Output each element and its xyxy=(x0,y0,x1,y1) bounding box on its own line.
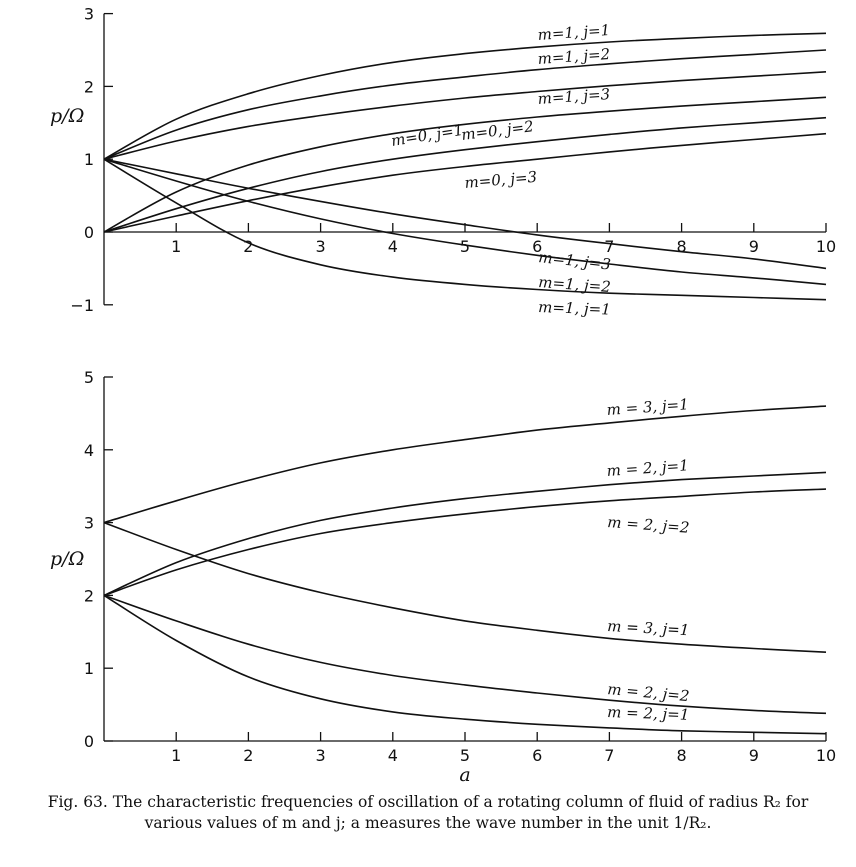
y-tick-label: 2 xyxy=(84,77,94,96)
y-tick-label: 5 xyxy=(84,368,94,387)
x-tick-label: 5 xyxy=(460,237,470,256)
y-tick-label: 3 xyxy=(84,514,94,533)
series-label: m=1, j=3 xyxy=(538,248,612,273)
y-tick-label: −1 xyxy=(70,296,94,315)
x-tick-label: 1 xyxy=(171,746,181,765)
x-tick-label: 5 xyxy=(460,746,470,765)
y-tick-label: 0 xyxy=(84,223,94,242)
x-tick-label: 8 xyxy=(677,237,687,256)
x-tick-label: 1 xyxy=(171,237,181,256)
y-tick-label: 3 xyxy=(84,5,94,24)
x-tick-label: 4 xyxy=(388,746,398,765)
x-tick-label: 10 xyxy=(816,237,836,256)
series-line xyxy=(103,132,827,233)
series-line xyxy=(103,488,827,597)
figure-caption: Fig. 63. The characteristic frequencies … xyxy=(47,793,809,832)
x-tick-label: 9 xyxy=(749,237,759,256)
series-label: m = 3, j=1 xyxy=(606,395,689,419)
series-line xyxy=(103,32,827,160)
x-tick-label: 6 xyxy=(532,746,542,765)
y-axis-label: p/Ω xyxy=(50,105,84,127)
series-line xyxy=(103,116,827,233)
series-line xyxy=(103,49,827,160)
x-tick-label: 2 xyxy=(243,746,253,765)
series-line xyxy=(103,405,827,524)
series-label: m=1, j=1 xyxy=(537,21,611,44)
y-tick-label: 4 xyxy=(84,441,94,460)
y-tick-label: 1 xyxy=(84,150,94,169)
series-line xyxy=(103,594,827,715)
series-line xyxy=(103,96,827,233)
series-line xyxy=(103,158,827,270)
x-tick-label: 2 xyxy=(243,237,253,256)
series-label: m=1, j=3 xyxy=(537,85,611,108)
series-line xyxy=(103,521,827,653)
x-axis-label: a xyxy=(459,764,470,786)
x-tick-label: 3 xyxy=(316,237,326,256)
series-label: m=0, j=2 xyxy=(460,117,534,144)
series-label: m=1, j=1 xyxy=(538,298,611,319)
x-tick-label: 7 xyxy=(604,746,614,765)
y-tick-label: 2 xyxy=(84,586,94,605)
y-tick-label: 0 xyxy=(84,732,94,751)
bottom-panel: 0 1 2 3 4 5 1 2 3 4 5 6 7 8 9 10 p/Ω a m = 3, j=1 m = 2, j=… xyxy=(50,368,836,786)
series-label: m=1, j=2 xyxy=(537,45,611,68)
series-line xyxy=(103,471,827,597)
x-tick-label: 3 xyxy=(316,746,326,765)
x-tick-label: 4 xyxy=(388,237,398,256)
x-tick-label: 8 xyxy=(677,746,687,765)
series-label: m=0, j=1 xyxy=(390,121,465,150)
x-tick-label: 9 xyxy=(749,746,759,765)
x-tick-label: 10 xyxy=(816,746,836,765)
series-line xyxy=(103,158,827,286)
y-axis-label: p/Ω xyxy=(50,548,84,570)
y-tick-label: 1 xyxy=(84,659,94,678)
x-tick-label: 6 xyxy=(532,237,542,256)
series-label: m = 3, j=1 xyxy=(607,617,690,639)
series-label: m = 2, j=1 xyxy=(607,703,690,724)
series-label: m = 2, j=2 xyxy=(607,513,690,537)
series-line xyxy=(103,594,827,735)
series-label: m=0, j=3 xyxy=(464,168,538,192)
series-line xyxy=(103,71,827,160)
series-line xyxy=(103,158,827,301)
series-label: m = 2, j=1 xyxy=(606,456,689,480)
x-tick-label: 7 xyxy=(604,237,614,256)
